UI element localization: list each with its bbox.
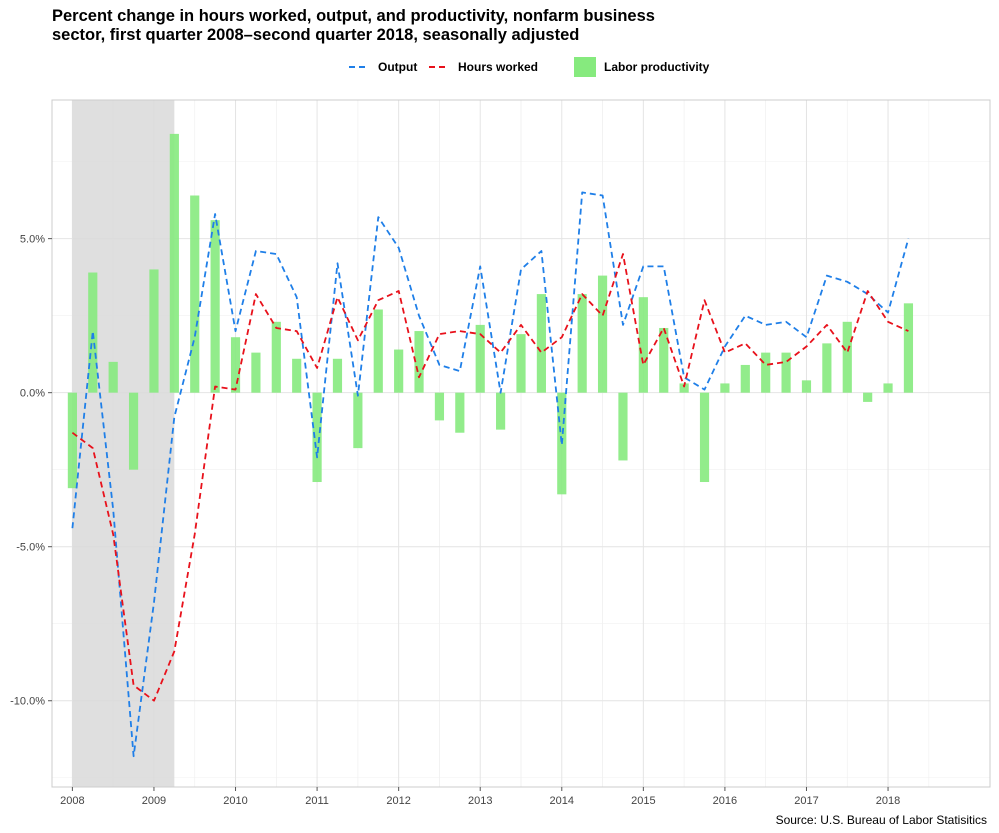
bar-labor-productivity (271, 321, 281, 393)
bar-labor-productivity (251, 352, 261, 393)
bar-labor-productivity (353, 392, 363, 449)
bar-labor-productivity (883, 383, 893, 393)
bar-labor-productivity (516, 334, 526, 393)
x-tick-label: 2010 (223, 795, 247, 807)
bar-labor-productivity (149, 269, 159, 393)
x-tick-label: 2017 (794, 795, 818, 807)
legend-item-output: Output (348, 52, 417, 82)
bar-labor-productivity (597, 275, 608, 393)
legend-item-labor-productivity: Labor productivity (574, 52, 709, 82)
bar-labor-productivity (801, 380, 812, 393)
bar-labor-productivity (679, 383, 689, 393)
bar-labor-productivity (659, 327, 669, 393)
legend-label-hours-worked: Hours worked (458, 60, 539, 74)
chart-title-line-2: sector, first quarter 2008–second quarte… (52, 26, 580, 44)
bar-labor-productivity (332, 358, 343, 393)
x-tick-label: 2015 (631, 795, 655, 807)
bar-labor-productivity (781, 352, 791, 393)
legend-key-output (349, 66, 369, 68)
bar-labor-productivity (210, 220, 220, 393)
bar-labor-productivity (496, 392, 506, 430)
bar-labor-productivity (577, 294, 587, 393)
bar-labor-productivity (740, 364, 750, 393)
x-tick-label: 2014 (550, 795, 574, 807)
y-tick-label: -5.0% (16, 542, 45, 554)
bar-labor-productivity (761, 352, 771, 393)
bar-labor-productivity (67, 392, 77, 489)
x-tick-label: 2013 (468, 795, 492, 807)
legend-key-labor-productivity (574, 57, 596, 77)
y-tick-label: -10.0% (10, 696, 45, 708)
x-tick-label: 2009 (142, 795, 166, 807)
bar-labor-productivity (455, 392, 465, 433)
legend-item-hours-worked: Hours worked (428, 52, 538, 82)
x-tick-label: 2008 (60, 795, 84, 807)
bar-labor-productivity (128, 392, 139, 470)
y-tick-label: 0.0% (20, 388, 45, 400)
chart-legend: Output Hours worked Labor productivity (0, 52, 999, 82)
bar-labor-productivity (536, 294, 546, 393)
bar-labor-productivity (373, 309, 383, 393)
bar-labor-productivity (394, 349, 404, 393)
bar-labor-productivity (169, 133, 179, 393)
bar-labor-productivity (618, 392, 628, 461)
plot-border (51, 99, 991, 788)
bar-labor-productivity (720, 383, 730, 393)
x-tick-label: 2018 (876, 795, 900, 807)
line-output (71, 191, 910, 758)
legend-key-hours-worked (429, 66, 449, 68)
bar-labor-productivity (638, 297, 648, 393)
bar-labor-productivity (88, 272, 98, 393)
bar-labor-productivity (292, 358, 302, 393)
bar-labor-productivity (230, 337, 241, 393)
x-tick-label: 2012 (386, 795, 410, 807)
line-hours-worked (71, 253, 909, 702)
bar-labor-productivity (414, 331, 424, 393)
chart-title-line-1: Percent change in hours worked, output, … (52, 7, 655, 25)
bar-labor-productivity (108, 361, 118, 393)
bar-labor-productivity (863, 392, 873, 402)
x-tick-label: 2011 (305, 795, 329, 807)
chart-title: Percent change in hours worked, output, … (52, 7, 772, 45)
legend-label-labor-productivity: Labor productivity (604, 60, 710, 74)
bar-labor-productivity (822, 343, 832, 393)
bar-labor-productivity (475, 324, 485, 393)
y-tick-label: 5.0% (20, 234, 45, 246)
bar-labor-productivity (434, 392, 445, 421)
recession-shade (72, 100, 175, 787)
bar-labor-productivity (903, 303, 914, 393)
bar-labor-productivity (190, 195, 200, 393)
bar-labor-productivity (842, 321, 852, 393)
bar-labor-productivity (312, 392, 322, 483)
x-tick-label: 2016 (713, 795, 737, 807)
bar-labor-productivity (699, 392, 710, 483)
source-note: Source: U.S. Bureau of Labor Statisitics (775, 813, 987, 827)
legend-label-output: Output (378, 60, 418, 74)
